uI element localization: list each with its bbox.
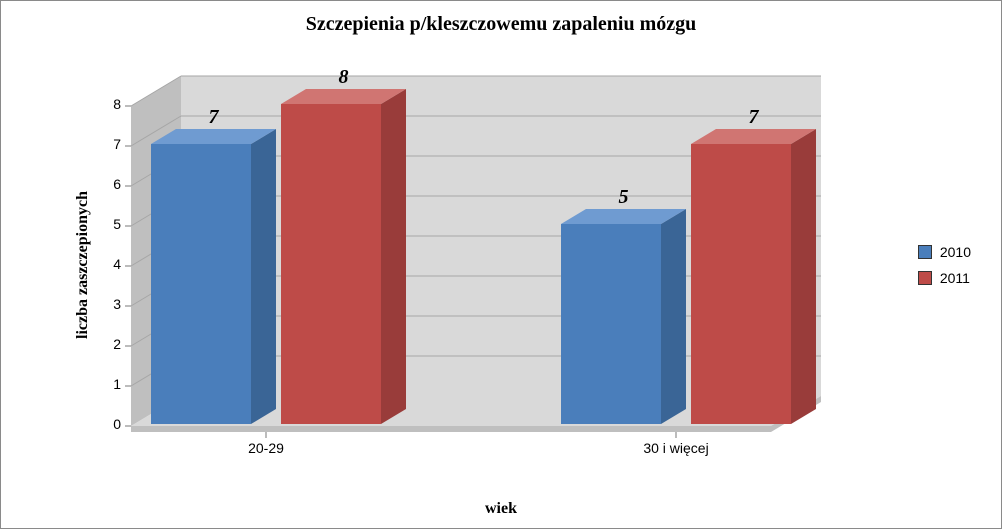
y-tick-label: 7 (91, 136, 121, 152)
y-tick-label: 3 (91, 296, 121, 312)
x-tick-label: 20-29 (206, 440, 326, 456)
legend-swatch (918, 271, 932, 285)
y-tick-label: 4 (91, 256, 121, 272)
data-label: 8 (339, 66, 349, 88)
data-label: 7 (749, 106, 760, 128)
y-tick-label: 2 (91, 336, 121, 352)
chart-svg: 7 8 5 7 (91, 56, 831, 466)
x-axis-label: wiek (1, 500, 1001, 518)
legend: 2010 2011 (918, 234, 971, 296)
x-tick-label: 30 i więcej (616, 440, 736, 456)
plot-area: 7 8 5 7 (91, 56, 831, 466)
y-tick-label: 1 (91, 376, 121, 392)
chart-frame: Szczepienia p/kleszczowemu zapaleniu móz… (0, 0, 1002, 529)
data-label: 5 (619, 186, 629, 208)
legend-item: 2010 (918, 244, 971, 260)
y-tick-label: 6 (91, 176, 121, 192)
y-tick-label: 5 (91, 216, 121, 232)
legend-item: 2011 (918, 270, 971, 286)
y-axis-label: liczba zaszczepionych (74, 191, 92, 339)
data-label: 7 (209, 106, 220, 128)
chart-title: Szczepienia p/kleszczowemu zapaleniu móz… (1, 13, 1001, 36)
legend-swatch (918, 245, 932, 259)
y-tick-label: 8 (91, 96, 121, 112)
legend-label: 2011 (940, 270, 970, 286)
legend-label: 2010 (940, 244, 971, 260)
y-tick-label: 0 (91, 416, 121, 432)
